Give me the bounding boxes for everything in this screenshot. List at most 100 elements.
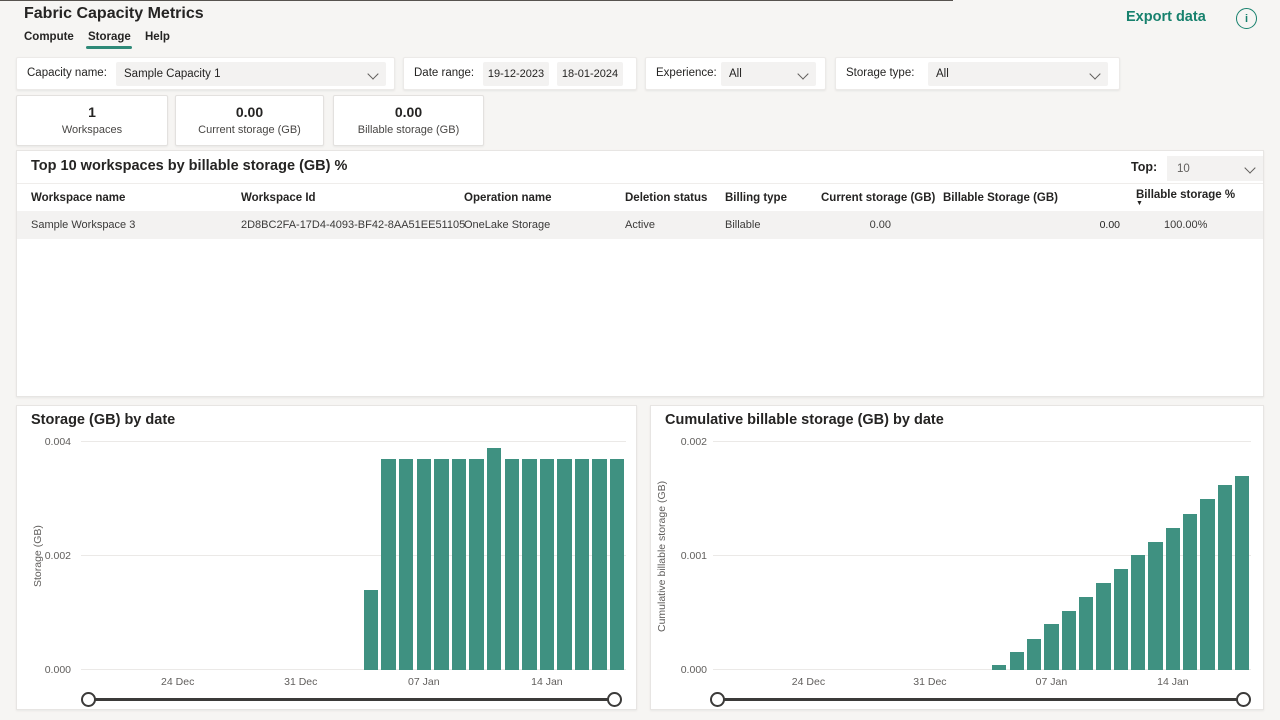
date-range-slider[interactable]: [81, 690, 622, 708]
gridline: [81, 669, 626, 670]
bar-05-jan[interactable]: [1009, 651, 1024, 670]
y-tick-label: 0.002: [44, 550, 71, 562]
storage-type-label: Storage type:: [846, 67, 915, 79]
bar-09-jan[interactable]: [451, 459, 467, 670]
date-range-label: Date range:: [414, 67, 475, 79]
slider-handle-end[interactable]: [1236, 692, 1251, 707]
column-header-workspace-id[interactable]: Workspace Id: [241, 191, 316, 204]
top-edge-artifact-line: [0, 0, 953, 1]
bar-10-jan[interactable]: [469, 459, 484, 670]
billable-storage-data-bar: 0.00: [1099, 219, 1120, 231]
bar-09-jan[interactable]: [1079, 597, 1094, 670]
bar-05-jan[interactable]: [381, 459, 396, 670]
chevron-down-icon: [1089, 68, 1101, 80]
bar-14-jan[interactable]: [1165, 527, 1180, 670]
chart-title: Cumulative billable storage (GB) by date: [665, 412, 944, 428]
column-header-current-storage[interactable]: Current storage (GB): [821, 191, 936, 204]
slider-track[interactable]: [89, 698, 614, 701]
chevron-down-icon: [367, 68, 379, 80]
y-tick-label: 0.002: [680, 436, 707, 448]
bar-17-jan[interactable]: [592, 459, 607, 670]
x-axis: 24 Dec 31 Dec 07 Jan 14 Jan: [81, 676, 626, 690]
date-start-field[interactable]: 19-12-2023: [483, 62, 549, 86]
date-range-slider[interactable]: [710, 690, 1251, 708]
cell-workspace-id: 2D8BC2FA-17D4-4093-BF42-8AA51EE51105: [241, 219, 466, 231]
gridline: [81, 555, 626, 556]
bar-10-jan[interactable]: [1096, 583, 1111, 670]
bar-13-jan[interactable]: [1148, 542, 1163, 670]
kpi-value: 1: [88, 104, 96, 120]
date-end-field[interactable]: 18-01-2024: [557, 62, 623, 86]
bar-04-jan[interactable]: [992, 665, 1007, 670]
y-axis: 0.000 0.001 0.002: [661, 436, 707, 676]
cell-current-storage: 0.00: [869, 219, 891, 231]
x-tick-label: 07 Jan: [1035, 676, 1068, 688]
bar-12-jan[interactable]: [504, 459, 519, 670]
page-title: Fabric Capacity Metrics: [24, 5, 204, 22]
tab-storage[interactable]: Storage: [88, 31, 131, 43]
bar-07-jan[interactable]: [416, 459, 432, 670]
kpi-value: 0.00: [235, 104, 264, 120]
cell-billable-storage: 0.00: [943, 218, 1136, 233]
cell-billing-type: Billable: [725, 219, 761, 231]
cell-operation-name: OneLake Storage: [464, 219, 551, 231]
bar-15-jan[interactable]: [557, 459, 572, 670]
tab-compute[interactable]: Compute: [24, 31, 74, 43]
bar-13-jan[interactable]: [522, 459, 537, 670]
y-tick-label: 0.000: [44, 664, 71, 676]
tab-help[interactable]: Help: [145, 31, 170, 43]
bar-07-jan[interactable]: [1044, 624, 1059, 670]
bar-08-jan[interactable]: [434, 459, 449, 670]
bar-06-jan[interactable]: [399, 459, 414, 670]
slider-handle-end[interactable]: [607, 692, 622, 707]
bar-14-jan[interactable]: [539, 459, 555, 670]
kpi-workspaces-card: 1 Workspaces: [16, 95, 168, 146]
experience-dropdown[interactable]: All: [721, 62, 816, 86]
kpi-billable-storage-card: 0.00 Billable storage (GB): [333, 95, 484, 146]
slider-handle-start[interactable]: [81, 692, 96, 707]
bar-16-jan[interactable]: [1200, 499, 1215, 670]
x-tick-label: 31 Dec: [913, 676, 947, 688]
bar-06-jan[interactable]: [1026, 639, 1042, 670]
gridline: [713, 555, 1251, 556]
column-header-workspace-name[interactable]: Workspace name: [31, 191, 126, 204]
y-tick-label: 0.000: [680, 664, 707, 676]
column-header-billable-storage[interactable]: Billable Storage (GB): [943, 191, 1059, 204]
x-tick-label: 31 Dec: [284, 676, 318, 688]
bar-11-jan[interactable]: [1113, 568, 1128, 670]
bar-15-jan[interactable]: [1183, 513, 1198, 670]
export-data-button[interactable]: Export data: [1126, 9, 1206, 25]
top-n-value: 10: [1177, 162, 1190, 175]
chart-title: Storage (GB) by date: [31, 412, 176, 428]
y-axis: 0.000 0.002 0.004: [25, 436, 71, 676]
experience-filter-card: Experience: All: [645, 57, 826, 90]
bar-17-jan[interactable]: [1217, 485, 1233, 670]
column-header-billable-storage-pct[interactable]: Billable storage % ▼: [1136, 189, 1249, 207]
column-header-operation-name[interactable]: Operation name: [464, 191, 552, 204]
bar-04-jan[interactable]: [363, 590, 379, 670]
slider-track[interactable]: [718, 698, 1243, 701]
capacity-name-dropdown[interactable]: Sample Capacity 1: [116, 62, 386, 86]
storage-type-value: All: [936, 68, 949, 80]
kpi-label: Billable storage (GB): [357, 124, 460, 136]
x-axis: 24 Dec 31 Dec 07 Jan 14 Jan: [713, 676, 1251, 690]
capacity-name-label: Capacity name:: [27, 67, 107, 79]
table-row[interactable]: Sample Workspace 3 2D8BC2FA-17D4-4093-BF…: [17, 211, 1263, 239]
storage-type-dropdown[interactable]: All: [928, 62, 1108, 86]
bar-16-jan[interactable]: [574, 459, 590, 670]
experience-label: Experience:: [656, 67, 717, 79]
date-range-filter-card: Date range: 19-12-2023 18-01-2024: [403, 57, 637, 90]
info-icon[interactable]: i: [1236, 8, 1257, 29]
bar-18-jan[interactable]: [1235, 476, 1250, 670]
bar-08-jan[interactable]: [1061, 610, 1076, 670]
plot-area: [81, 441, 626, 670]
kpi-current-storage-card: 0.00 Current storage (GB): [175, 95, 324, 146]
bar-18-jan[interactable]: [610, 459, 625, 670]
top-n-dropdown[interactable]: 10: [1167, 156, 1263, 181]
bar-12-jan[interactable]: [1131, 554, 1146, 670]
bar-11-jan[interactable]: [486, 447, 502, 670]
slider-handle-start[interactable]: [710, 692, 725, 707]
column-header-deletion-status[interactable]: Deletion status: [625, 191, 708, 204]
column-header-billing-type[interactable]: Billing type: [725, 191, 787, 204]
